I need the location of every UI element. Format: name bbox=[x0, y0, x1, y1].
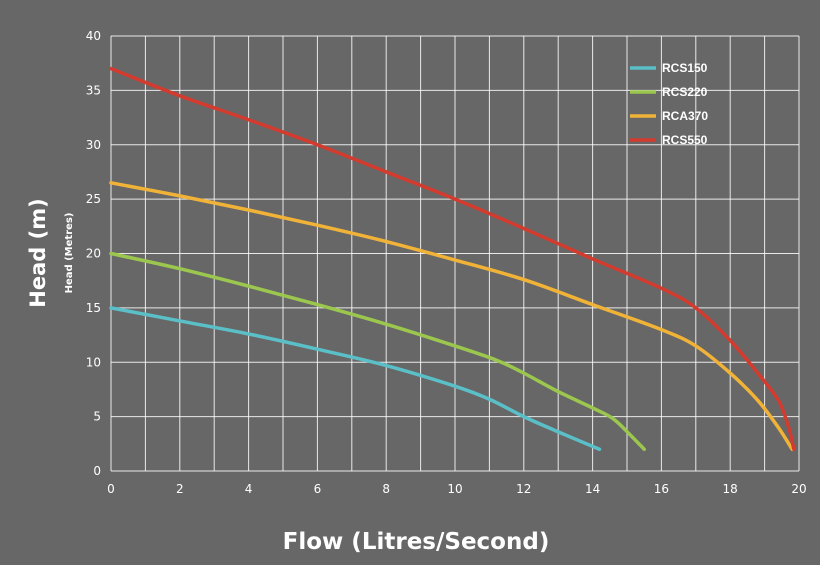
series-lines bbox=[109, 66, 796, 451]
series-line-rcs150 bbox=[109, 306, 602, 451]
series-line-rca370 bbox=[109, 181, 794, 451]
y-tick-label: 0 bbox=[93, 464, 101, 478]
x-axis-title: Flow (Litres/Second) bbox=[283, 529, 550, 555]
gridlines bbox=[110, 35, 800, 472]
series-line-rcs220 bbox=[109, 251, 646, 451]
x-tick-label: 8 bbox=[382, 482, 390, 496]
x-tick-label: 16 bbox=[654, 482, 669, 496]
y-tick-label: 15 bbox=[86, 301, 101, 315]
y-tick-label: 35 bbox=[86, 83, 101, 97]
y-tick-labels: 0 5 10 15 20 25 30 35 40 bbox=[86, 29, 101, 478]
x-tick-label: 10 bbox=[447, 482, 462, 496]
x-tick-label: 0 bbox=[107, 482, 115, 496]
x-tick-label: 4 bbox=[245, 482, 253, 496]
x-tick-label: 12 bbox=[516, 482, 531, 496]
y-axis-title: Head (m) bbox=[26, 198, 50, 307]
x-tick-label: 6 bbox=[314, 482, 322, 496]
legend-label-rcs220: RCS220 bbox=[662, 85, 708, 99]
x-tick-label: 14 bbox=[585, 482, 600, 496]
legend-label-rcs550: RCS550 bbox=[662, 133, 708, 147]
x-tick-label: 18 bbox=[723, 482, 738, 496]
y-tick-label: 25 bbox=[86, 192, 101, 206]
y-tick-label: 30 bbox=[86, 138, 101, 152]
x-tick-labels: 0 2 4 6 8 10 12 14 16 18 20 bbox=[107, 482, 806, 496]
legend-label-rca370: RCA370 bbox=[662, 109, 708, 123]
y-tick-label: 5 bbox=[93, 410, 101, 424]
legend-label-rcs150: RCS150 bbox=[662, 61, 708, 75]
x-tick-label: 2 bbox=[176, 482, 184, 496]
y-tick-label: 20 bbox=[86, 247, 101, 261]
y-tick-label: 10 bbox=[86, 355, 101, 369]
series-line-rcs550 bbox=[109, 66, 796, 451]
y-axis-subtitle: Head (Metres) bbox=[64, 213, 75, 294]
legend: RCS150 RCS220 RCA370 RCS550 bbox=[630, 61, 708, 147]
y-tick-label: 40 bbox=[86, 29, 101, 43]
x-tick-label: 20 bbox=[791, 482, 806, 496]
